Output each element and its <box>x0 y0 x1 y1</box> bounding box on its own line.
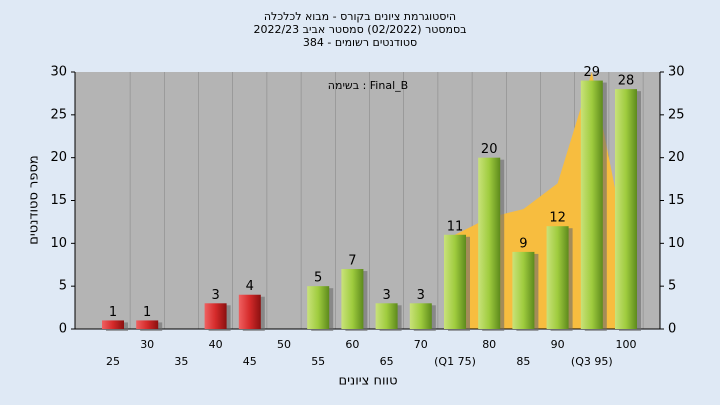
data-label: 7 <box>348 254 356 269</box>
bar <box>615 89 637 329</box>
bar <box>102 320 124 329</box>
x-tick-label: 45 <box>243 355 257 368</box>
data-label: 12 <box>549 211 566 226</box>
data-label: 29 <box>584 65 601 80</box>
x-tick-label: 40 <box>209 338 223 351</box>
y-tick-label: 20 <box>50 150 67 165</box>
x-tick-label: 60 <box>345 338 359 351</box>
chart-subtitle: סטודנטים רשומים - 384 <box>303 36 417 49</box>
data-label: 1 <box>109 305 117 320</box>
bar <box>375 303 398 329</box>
bar <box>478 157 501 329</box>
data-label: 3 <box>211 288 219 303</box>
x-tick-label: 30 <box>140 338 154 351</box>
bar <box>136 320 159 329</box>
chart-title: היסטוגרמת ציונים בקורס - מבוא לכלכלה <box>264 10 456 23</box>
data-label: 20 <box>481 142 498 157</box>
bar <box>307 286 330 329</box>
data-label: 11 <box>447 219 464 234</box>
data-label: 3 <box>382 288 390 303</box>
bar <box>409 303 432 329</box>
x-tick-label: 90 <box>551 338 565 351</box>
y2-tick-label: 30 <box>668 65 685 80</box>
x-axis-label: טווח ציונים <box>338 374 397 389</box>
y-tick-label: 30 <box>50 65 67 80</box>
chart-subtitle: בסמסטר (02/2022) סמסטר אביב 2022/23 <box>253 23 466 36</box>
x-tick-label: 35 <box>174 355 188 368</box>
bar <box>580 80 603 329</box>
data-label: 9 <box>519 236 527 251</box>
y-tick-label: 15 <box>50 193 67 208</box>
x-tick-label: 100 <box>616 338 637 351</box>
x-tick-label: 55 <box>311 355 325 368</box>
bar <box>204 303 227 329</box>
data-label: 5 <box>314 271 322 286</box>
y2-tick-label: 20 <box>668 150 685 165</box>
annotation: בשימה : Final_B <box>328 79 408 92</box>
bar <box>341 269 364 329</box>
y2-tick-label: 15 <box>668 193 685 208</box>
y2-tick-label: 25 <box>668 107 685 122</box>
y2-tick-label: 5 <box>668 279 676 294</box>
y-axis-label: מספר סטודנטים <box>27 155 42 245</box>
y-tick-label: 10 <box>50 236 67 251</box>
bar <box>238 294 261 329</box>
x-tick-label: 70 <box>414 338 428 351</box>
y-tick-label: 25 <box>50 107 67 122</box>
x-tick-label: 80 <box>482 338 496 351</box>
x-tick-label: (Q1 75) <box>434 355 476 368</box>
y-tick-label: 0 <box>59 322 67 337</box>
y2-tick-label: 10 <box>668 236 685 251</box>
x-tick-label: 65 <box>380 355 394 368</box>
data-label: 1 <box>143 305 151 320</box>
data-label: 4 <box>246 279 254 294</box>
x-tick-label: 85 <box>516 355 530 368</box>
bar <box>444 234 466 329</box>
x-tick-label: 25 <box>106 355 120 368</box>
x-tick-label: 50 <box>277 338 291 351</box>
x-tick-label: (Q3 95) <box>571 355 613 368</box>
bar <box>546 226 569 329</box>
data-label: 28 <box>618 74 635 89</box>
data-label: 3 <box>417 288 425 303</box>
y-tick-label: 5 <box>59 279 67 294</box>
y2-tick-label: 0 <box>668 322 676 337</box>
bar <box>512 251 535 329</box>
